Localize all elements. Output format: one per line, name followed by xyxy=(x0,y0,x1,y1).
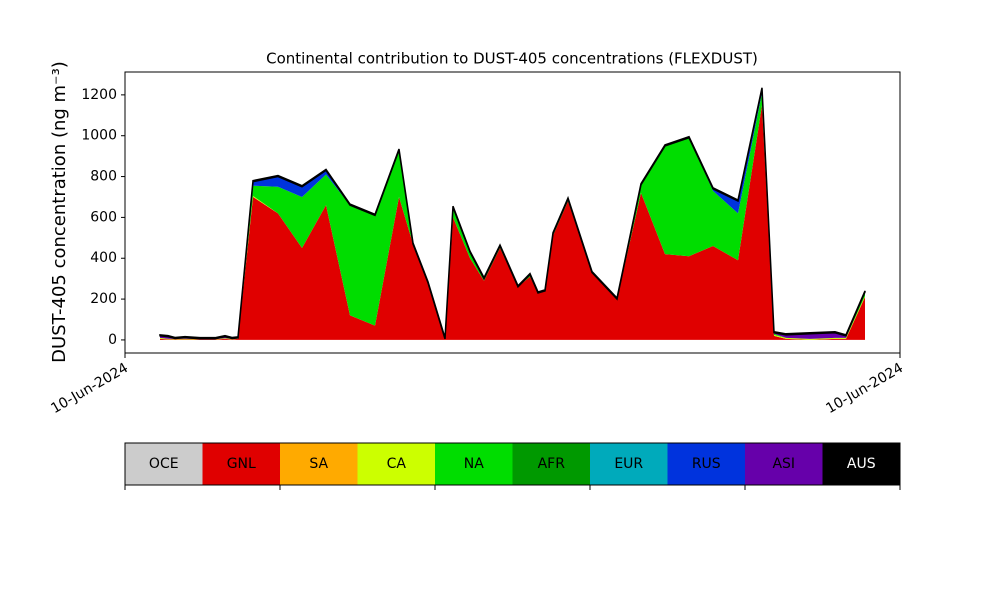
legend-swatch xyxy=(822,443,901,485)
legend-swatch xyxy=(202,443,281,485)
y-tick-label: 0 xyxy=(108,332,117,348)
legend-label: CA xyxy=(387,456,407,472)
legend-label: AUS xyxy=(847,456,876,472)
legend-swatch xyxy=(745,443,823,485)
legend-swatch xyxy=(280,443,358,485)
legend-label: EUR xyxy=(614,456,643,472)
y-axis-label: DUST-405 concentration (ng m⁻³) xyxy=(49,61,70,363)
chart-title: Continental contribution to DUST-405 con… xyxy=(266,50,758,68)
legend-label: GNL xyxy=(227,456,256,472)
area xyxy=(160,105,865,340)
legend-swatch xyxy=(125,443,203,485)
legend-swatch xyxy=(667,443,746,485)
y-tick-label: 600 xyxy=(90,209,117,225)
legend-swatch xyxy=(435,443,513,485)
legend-label: NA xyxy=(464,456,484,472)
legend-label: AFR xyxy=(538,456,566,472)
legend-label: RUS xyxy=(692,456,721,472)
y-tick-label: 1000 xyxy=(81,128,117,144)
area xyxy=(159,87,866,340)
y-tick-label: 1200 xyxy=(81,87,117,103)
x-tick-label: 10-Jun-2024 xyxy=(48,360,131,417)
legend-label: ASI xyxy=(772,456,795,472)
x-tick-label: 10-Jun-2024 xyxy=(823,360,906,417)
y-tick-label: 400 xyxy=(90,250,117,266)
plot-frame xyxy=(124,71,901,354)
legend-label: SA xyxy=(309,456,328,472)
legend-frame xyxy=(124,442,901,486)
area xyxy=(160,92,865,340)
legend-swatch xyxy=(357,443,436,485)
y-tick-label: 200 xyxy=(90,291,117,307)
legend-swatch xyxy=(590,443,668,485)
legend-swatch xyxy=(512,443,591,485)
legend-label: OCE xyxy=(149,456,179,472)
y-tick-label: 800 xyxy=(90,169,117,185)
